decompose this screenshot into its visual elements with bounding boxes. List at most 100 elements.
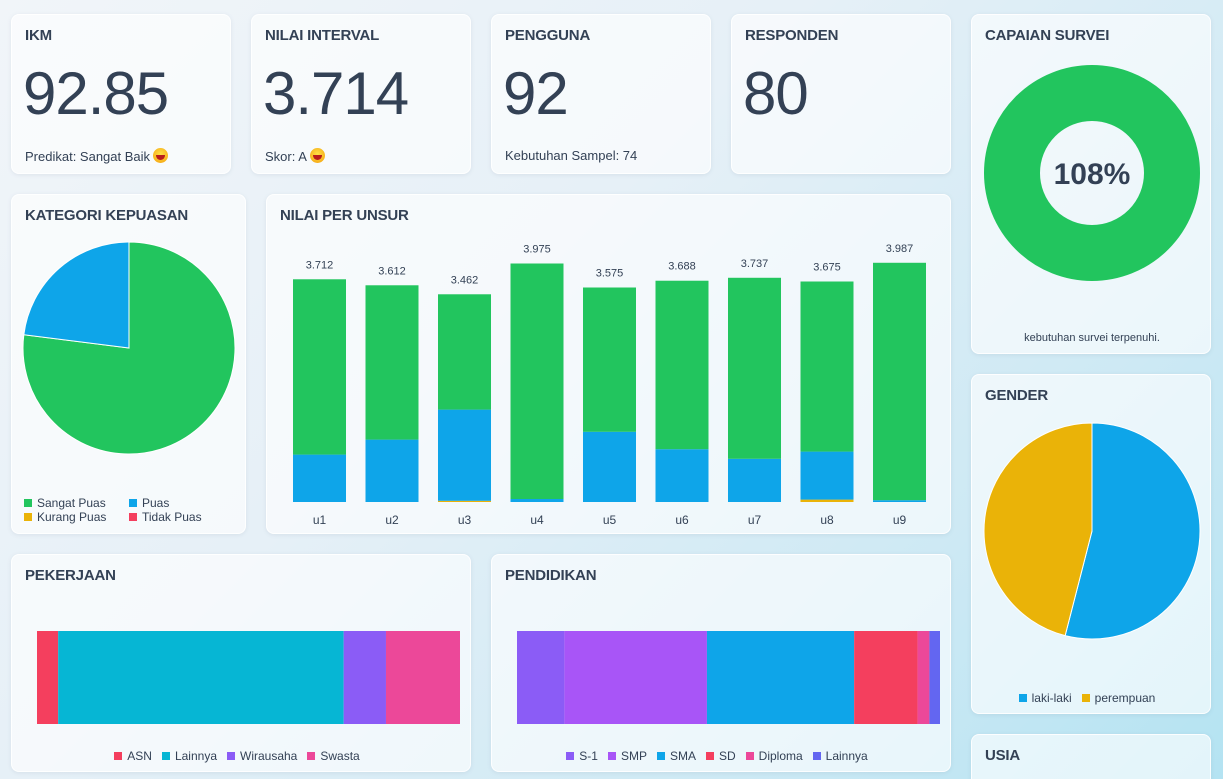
unsur-total-label-u1: 3.712 [306, 259, 334, 271]
nilai-interval-skor: Skor: A [265, 148, 325, 164]
pekerjaan-legend-label: Wirausaha [240, 749, 298, 763]
pendidikan-segment-diploma[interactable] [917, 631, 930, 724]
pekerjaan-legend-swasta[interactable]: Swasta [307, 749, 360, 763]
skor-text: Skor: A [265, 149, 307, 164]
pendidikan-legend-lainnya[interactable]: Lainnya [812, 749, 868, 763]
grin-emoji-icon [309, 148, 325, 163]
nilai-per-unsur-title: NILAI PER UNSUR [280, 207, 409, 224]
pendidikan-segment-smp[interactable] [564, 631, 707, 724]
unsur-category-label-u8: u8 [820, 513, 834, 527]
capaian-percent: 108% [1054, 158, 1131, 191]
unsur-total-label-u6: 3.688 [668, 261, 696, 273]
unsur-bar-u4-baik[interactable] [510, 499, 564, 502]
unsur-bar-u2-sangat-baik[interactable] [365, 285, 419, 440]
pendidikan-segment-sma[interactable] [706, 631, 855, 724]
pendidikan-legend-sma[interactable]: SMA [656, 749, 696, 763]
usia-title: USIA [985, 747, 1021, 764]
unsur-bar-u8-kurang[interactable] [800, 499, 854, 502]
pendidikan-card: PENDIDIKAN S-1 SMP SMA SD Diploma Lainnya [491, 554, 951, 772]
pekerjaan-legend-swatch [227, 752, 235, 760]
gender-legend-swatch [1018, 694, 1027, 702]
pendidikan-legend-swatch [705, 752, 714, 760]
unsur-bar-u7-baik[interactable] [728, 458, 781, 502]
gender-legend-laki-laki[interactable]: laki-laki [1018, 691, 1072, 705]
pendidikan-legend-diploma[interactable]: Diploma [745, 749, 803, 763]
responden-value: 80 [743, 60, 809, 127]
pendidikan-legend-s-1[interactable]: S-1 [566, 749, 598, 763]
nilai-interval-card: NILAI INTERVAL 3.714 Skor: A [251, 14, 471, 174]
pendidikan-segment-lainnya[interactable] [929, 631, 940, 724]
capaian-note: kebutuhan survei terpenuhi. [1024, 332, 1160, 344]
unsur-category-label-u1: u1 [313, 513, 327, 527]
unsur-bar-u7-sangat-baik[interactable] [728, 277, 781, 459]
pekerjaan-card: PEKERJAAN ASN Lainnya Wirausaha Swasta [11, 554, 471, 772]
unsur-bar-u3-kurang[interactable] [438, 500, 491, 502]
pendidikan-legend-label: Lainnya [825, 749, 868, 763]
grin-emoji-icon [153, 148, 169, 163]
kategori-legend-label: Kurang Puas [37, 510, 107, 524]
unsur-bar-u6-baik[interactable] [655, 449, 709, 502]
pekerjaan-legend-wirausaha[interactable]: Wirausaha [227, 749, 297, 763]
gender-slice-laki-laki [1064, 422, 1201, 640]
kategori-legend-swatch [129, 499, 137, 507]
pekerjaan-title: PEKERJAAN [25, 567, 116, 584]
unsur-total-label-u5: 3.575 [596, 268, 624, 280]
unsur-bar-u2-baik[interactable] [365, 439, 419, 502]
pekerjaan-legend-label: Lainnya [174, 749, 217, 763]
unsur-total-label-u3: 3.462 [451, 274, 479, 286]
unsur-bar-u1-sangat-baik[interactable] [293, 279, 346, 455]
unsur-total-label-u9: 3.987 [886, 243, 914, 255]
pekerjaan-segment-swasta[interactable] [385, 631, 460, 724]
pengguna-value: 92 [503, 60, 569, 127]
unsur-bar-u8-sangat-baik[interactable] [800, 281, 854, 452]
pekerjaan-segment-asn[interactable] [37, 631, 59, 724]
unsur-category-label-u6: u6 [675, 513, 689, 527]
kategori-legend-sangat-puas[interactable]: Sangat Puas [24, 496, 129, 510]
pendidikan-legend-smp[interactable]: SMP [607, 749, 647, 763]
kategori-kepuasan-card: KATEGORI KEPUASAN Sangat Puas Puas Kurang … [11, 194, 246, 534]
pendidikan-legend-sd[interactable]: SD [705, 749, 736, 763]
unsur-bar-u5-sangat-baik[interactable] [583, 287, 636, 432]
nilai-interval-value: 3.714 [263, 60, 409, 127]
pendidikan-legend-label: SMP [620, 749, 647, 763]
gender-legend-label: perempuan [1094, 691, 1156, 705]
pendidikan-legend-label: SD [718, 749, 736, 763]
pendidikan-title: PENDIDIKAN [505, 567, 597, 584]
unsur-bar-u3-sangat-baik[interactable] [438, 294, 491, 410]
pendidikan-segment-s-1[interactable] [517, 631, 565, 724]
pekerjaan-segment-wirausaha[interactable] [343, 631, 386, 724]
nilai-per-unsur-card: NILAI PER UNSUR 3.712 u1 3.612 u2 3.462 u3 3.9… [266, 194, 951, 534]
unsur-bar-u9-baik[interactable] [873, 500, 926, 502]
unsur-category-label-u4: u4 [530, 513, 544, 527]
unsur-bar-u3-baik[interactable] [438, 409, 491, 501]
kategori-legend-kurang-puas[interactable]: Kurang Puas [24, 510, 129, 524]
pengguna-title: PENGGUNA [505, 27, 591, 44]
pendidikan-legend-swatch [656, 752, 665, 760]
unsur-total-label-u7: 3.737 [741, 258, 769, 270]
unsur-bar-u8-baik[interactable] [800, 451, 854, 500]
nilai-per-unsur-chart: 3.712 u1 3.612 u2 3.462 u3 3.975 u4 3.575 u5 3.688… [293, 243, 926, 527]
kategori-legend-tidak-puas[interactable]: Tidak Puas [129, 510, 234, 524]
unsur-bar-u9-sangat-baik[interactable] [873, 262, 926, 501]
unsur-bar-u6-sangat-baik[interactable] [655, 280, 709, 450]
ikm-value: 92.85 [23, 60, 169, 127]
gender-legend-perempuan[interactable]: perempuan [1081, 691, 1156, 705]
pekerjaan-legend-swatch [161, 752, 170, 760]
kategori-legend-puas[interactable]: Puas [129, 496, 234, 510]
responden-title: RESPONDEN [745, 27, 839, 44]
pekerjaan-legend-lainnya[interactable]: Lainnya [161, 749, 217, 763]
kategori-legend-label: Tidak Puas [142, 510, 202, 524]
unsur-bar-u5-baik[interactable] [583, 431, 636, 502]
pendidikan-legend-label: SMA [669, 749, 696, 763]
pekerjaan-legend-asn[interactable]: ASN [114, 749, 152, 763]
pekerjaan-legend-swatch [307, 752, 316, 760]
unsur-total-label-u8: 3.675 [813, 262, 841, 274]
unsur-bar-u1-baik[interactable] [293, 454, 346, 502]
gender-legend-label: laki-laki [1031, 691, 1072, 705]
kategori-legend-swatch [24, 499, 32, 507]
pendidikan-legend-label: S-1 [579, 749, 598, 763]
pendidikan-segment-sd[interactable] [854, 631, 918, 724]
unsur-bar-u4-sangat-baik[interactable] [510, 263, 564, 500]
pekerjaan-segment-lainnya[interactable] [58, 631, 344, 724]
gender-legend-swatch [1081, 694, 1090, 702]
